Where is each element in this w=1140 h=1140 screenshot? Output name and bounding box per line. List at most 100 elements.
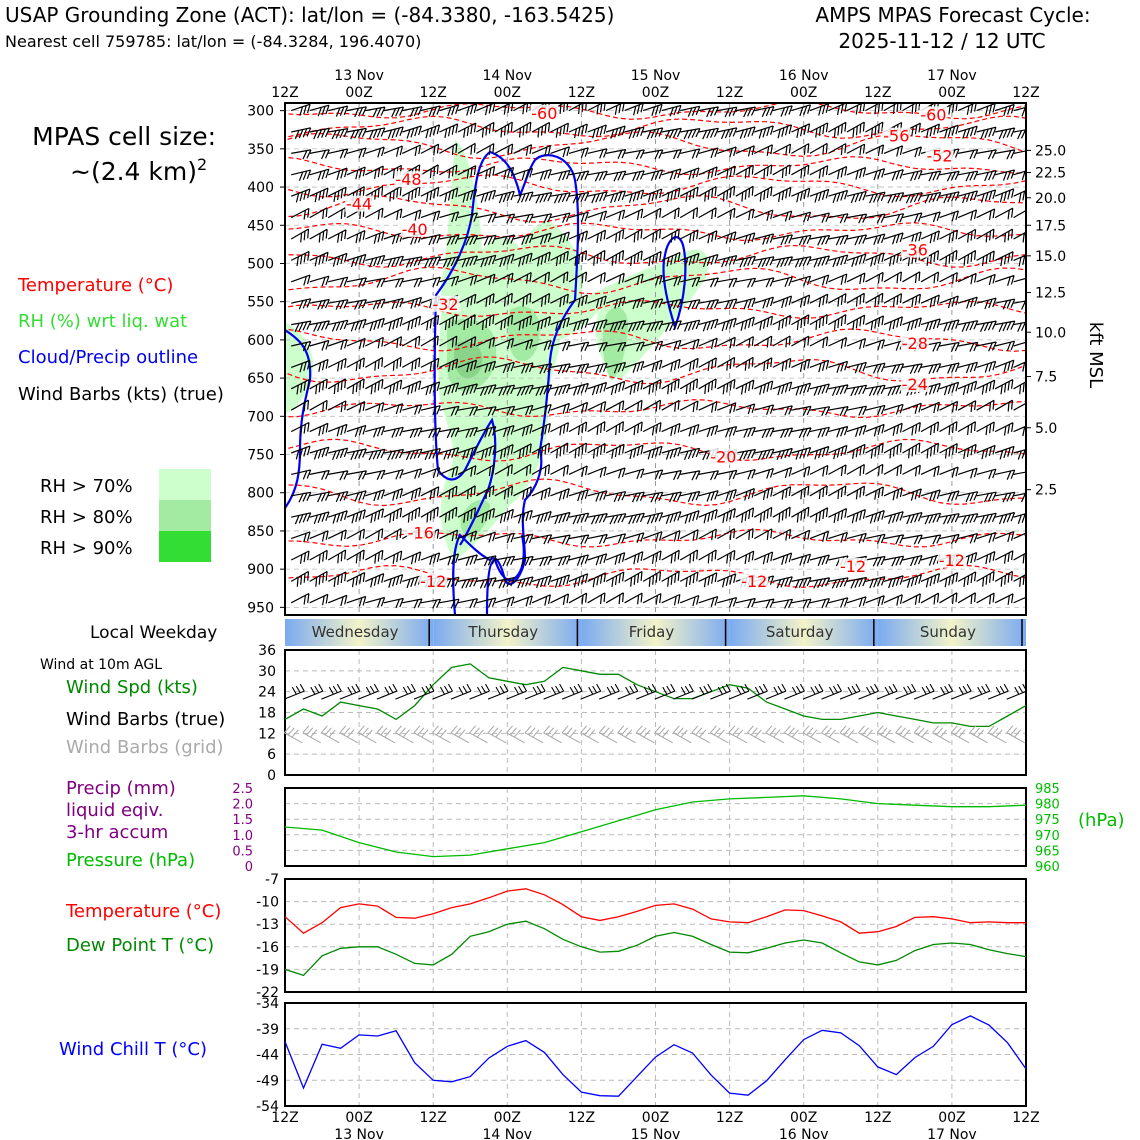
wind-barb [531, 422, 551, 437]
wind-barb-true [413, 683, 435, 700]
wind-barb [772, 105, 793, 117]
wind-barb [791, 427, 812, 439]
wind-barb [902, 212, 923, 223]
wind-barb [679, 167, 700, 180]
wind-barb [809, 212, 830, 223]
wind-barb [994, 378, 1014, 395]
temp-label-bg [530, 104, 559, 121]
wind-barb [531, 169, 552, 181]
wind-barb [679, 357, 699, 372]
wind-barb [883, 271, 902, 284]
wind-barb [698, 318, 719, 332]
temp-ytick-label: -10 [256, 895, 279, 911]
pressure-tick-label: 700 [247, 409, 274, 425]
wind-barb [513, 384, 534, 397]
wind-barb [624, 189, 645, 203]
wind-barb [402, 575, 423, 589]
bottom-time-tick-label: 00Z [938, 1110, 965, 1126]
wind-barb-grid [895, 725, 914, 744]
wind-barb [754, 357, 773, 371]
wind-barb [976, 399, 995, 412]
wind-barb [994, 207, 1014, 220]
wind-barb-grid [394, 725, 414, 744]
wind-barb [402, 404, 423, 415]
wind-barb [754, 277, 775, 288]
kft-tick-label: 7.5 [1035, 370, 1057, 386]
wind-barb [1013, 573, 1026, 587]
wind-barb [624, 103, 644, 116]
wind-barb [476, 577, 497, 589]
wind-barb [717, 378, 736, 395]
wind-barb [624, 250, 643, 266]
wind-barb [642, 188, 663, 203]
wind-barb [994, 399, 1014, 412]
wind-barb [346, 509, 366, 524]
wind-barb [309, 511, 330, 525]
wind-barb-true [598, 683, 620, 700]
wind-barb [772, 143, 792, 156]
wind-barb [365, 298, 386, 310]
wind-barb [420, 448, 441, 461]
wind-barb [920, 170, 942, 182]
wind-barb [883, 487, 903, 501]
wind-barb [383, 164, 402, 179]
wind-barb [290, 570, 310, 587]
wind-barb [291, 169, 312, 181]
cross-section-panel: -60 -60 -56 -52 -48 -44 -40 -36 -32 -28 -24 -20 -16 -… [247, 102, 1066, 616]
wind-barb [420, 405, 441, 416]
wind-barb [754, 315, 773, 331]
wind-barb [791, 465, 811, 478]
wind-barb [939, 170, 960, 182]
wind-barb [920, 573, 941, 588]
wind-barb [698, 596, 719, 607]
pressure-tick-label: 900 [247, 562, 274, 578]
wind-barb [902, 574, 922, 588]
wind-barb [809, 314, 828, 330]
pressure-tick-label: 600 [247, 333, 274, 349]
wind-barb [772, 210, 793, 222]
wind-barb [309, 339, 330, 351]
wind-barb [420, 486, 440, 500]
wind-barb [402, 164, 421, 179]
wind-barb [513, 315, 532, 331]
wind-barb [846, 253, 867, 267]
wind-barb [365, 448, 386, 461]
wind-barb [290, 445, 311, 460]
wind-barb [883, 103, 902, 115]
wind-barb [642, 149, 664, 160]
wind-barb [531, 232, 552, 245]
wind-barb [513, 486, 532, 500]
wind-barb [957, 533, 979, 544]
cross-section-frame [284, 102, 1027, 616]
wind-barb [791, 529, 811, 542]
wind-barb [828, 485, 847, 500]
wind-barb [809, 122, 829, 138]
wind-barb [865, 576, 886, 589]
wind-barb [994, 188, 1015, 203]
wind-barb [939, 381, 960, 396]
bottom-time-tick-label: 12Z [864, 1110, 891, 1126]
wind-barb [902, 363, 923, 375]
wind-barb [939, 466, 959, 478]
wind-barb [290, 250, 310, 267]
wind-barb [476, 445, 496, 460]
wind-barb [846, 405, 868, 416]
wind-barb [439, 314, 458, 331]
wind-barb [809, 359, 830, 373]
top-time-tick-label: 12Z [1012, 85, 1039, 101]
wind-barb-grid [691, 725, 711, 744]
weekday-segment [433, 619, 582, 646]
wind-barb [883, 169, 904, 181]
wind-barb [828, 425, 849, 438]
wind-barb-true [876, 683, 898, 700]
wind-barb [772, 486, 792, 500]
wind-barb [772, 335, 791, 348]
wind-barb [828, 597, 849, 608]
windchill-ytick-label: -49 [256, 1073, 279, 1089]
wind-barb-true [969, 683, 991, 700]
wind-barb [439, 506, 458, 523]
wind-barb [1013, 129, 1026, 140]
wind-barb [457, 426, 479, 438]
temp-ytick-label: -19 [256, 962, 279, 978]
wind-barb [568, 294, 588, 308]
